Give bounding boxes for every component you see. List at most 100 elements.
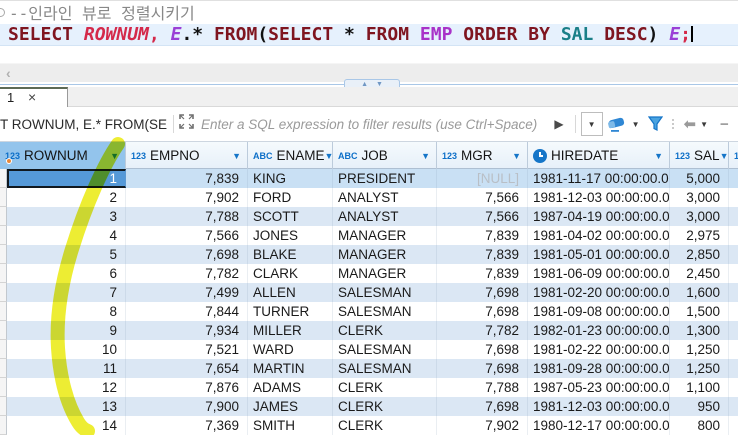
column-menu-chevron-icon[interactable]: ▼ xyxy=(512,150,521,161)
table-cell[interactable]: 2,450 xyxy=(670,264,729,283)
table-cell[interactable]: CLERK xyxy=(333,321,437,340)
row-header-strip[interactable] xyxy=(0,416,7,435)
table-cell[interactable]: 1987-05-23 00:00:00.000 xyxy=(528,378,670,397)
table-cell[interactable]: 13 xyxy=(7,397,126,416)
column-menu-chevron-icon[interactable]: ▼ xyxy=(421,150,430,161)
table-cell[interactable]: 1981-11-17 00:00:00.000 xyxy=(528,169,670,188)
column-header-sal[interactable]: 123 SAL ▼ xyxy=(670,142,729,169)
filter-funnel-icon[interactable] xyxy=(647,116,663,132)
table-cell[interactable]: 11 xyxy=(7,359,126,378)
sql-editor[interactable]: --인라인 뷰로 정렬시키기 SELECT ROWNUM, E.* FROM(S… xyxy=(0,1,738,63)
table-cell[interactable]: 7,788 xyxy=(437,378,528,397)
table-cell[interactable]: 5,000 xyxy=(670,169,729,188)
table-cell[interactable]: MANAGER xyxy=(333,264,437,283)
table-row[interactable]: 1 7,839 KING PRESIDENT [NULL] 1981-11-17 00:0… xyxy=(0,169,738,188)
table-cell[interactable]: 7,698 xyxy=(126,245,248,264)
column-header-rownum[interactable]: 123 ROWNUM ▼ xyxy=(0,142,126,169)
table-cell[interactable]: MANAGER xyxy=(333,226,437,245)
row-header-strip[interactable] xyxy=(0,397,7,416)
table-cell[interactable]: MILLER xyxy=(248,321,333,340)
row-header-strip[interactable] xyxy=(0,226,7,245)
column-header-partial[interactable]: 123 xyxy=(729,142,738,169)
row-header-strip[interactable] xyxy=(0,283,7,302)
table-row[interactable]: 7 7,499 ALLEN SALESMAN 7,698 1981-02-20 00:00… xyxy=(0,283,738,302)
table-cell[interactable]: 3,000 xyxy=(670,207,729,226)
table-cell[interactable]: [NULL] xyxy=(437,169,528,188)
table-cell[interactable]: 7,839 xyxy=(437,245,528,264)
table-cell[interactable]: 7,782 xyxy=(437,321,528,340)
table-cell[interactable]: 12 xyxy=(7,378,126,397)
table-cell[interactable]: ANALYST xyxy=(333,207,437,226)
table-cell[interactable]: 7,902 xyxy=(437,416,528,435)
column-menu-chevron-icon[interactable]: ▼ xyxy=(654,150,663,161)
table-cell[interactable]: 8 xyxy=(7,302,126,321)
table-cell[interactable]: 7,788 xyxy=(126,207,248,226)
table-cell[interactable]: SMITH xyxy=(248,416,333,435)
table-cell[interactable]: 1981-02-22 00:00:00.000 xyxy=(528,340,670,359)
table-cell[interactable]: 1,250 xyxy=(670,359,729,378)
table-cell[interactable]: 1,100 xyxy=(670,378,729,397)
table-cell[interactable]: 2 xyxy=(7,188,126,207)
column-menu-chevron-icon[interactable]: ▼ xyxy=(324,150,333,161)
table-row[interactable]: 5 7,698 BLAKE MANAGER 7,839 1981-05-01 00:00:… xyxy=(0,245,738,264)
table-cell[interactable]: 2,850 xyxy=(670,245,729,264)
filter-history-dropdown[interactable]: ▼ xyxy=(580,112,603,136)
chevron-down-icon[interactable]: ▼ xyxy=(700,119,708,129)
eraser-clear-filter-icon[interactable] xyxy=(607,116,626,133)
table-cell[interactable]: 7,698 xyxy=(437,397,528,416)
partial-toolbar-icon[interactable]: − xyxy=(720,115,729,133)
table-cell[interactable]: WARD xyxy=(248,340,333,359)
apply-filter-icon[interactable]: ▶ xyxy=(554,117,564,131)
column-header-hiredate[interactable]: HIREDATE ▼ xyxy=(528,142,670,169)
chevron-down-icon[interactable]: ▼ xyxy=(631,119,640,129)
column-menu-chevron-icon[interactable]: ▼ xyxy=(110,150,119,161)
table-cell[interactable]: BLAKE xyxy=(248,245,333,264)
table-cell[interactable]: 7,566 xyxy=(126,226,248,245)
table-row[interactable]: 2 7,902 FORD ANALYST 7,566 1981-12-03 00:00:0… xyxy=(0,188,738,207)
table-cell[interactable]: 7,902 xyxy=(126,188,248,207)
table-cell[interactable]: 7,698 xyxy=(437,359,528,378)
table-row[interactable]: 10 7,521 WARD SALESMAN 7,698 1981-02-22 00:00… xyxy=(0,340,738,359)
table-cell[interactable]: CLERK xyxy=(333,378,437,397)
table-cell[interactable]: 1980-12-17 00:00:00.000 xyxy=(528,416,670,435)
table-cell[interactable]: 1981-09-28 00:00:00.000 xyxy=(528,359,670,378)
table-cell[interactable]: SALESMAN xyxy=(333,340,437,359)
column-header-ename[interactable]: ABC ENAME ▼ xyxy=(248,142,333,169)
column-menu-chevron-icon[interactable]: ▼ xyxy=(719,150,729,161)
table-cell[interactable]: 7,839 xyxy=(437,264,528,283)
table-cell[interactable]: 7,782 xyxy=(126,264,248,283)
table-cell[interactable]: CLARK xyxy=(248,264,333,283)
table-cell[interactable]: 1981-12-03 00:00:00.000 xyxy=(528,397,670,416)
table-cell[interactable]: 7,844 xyxy=(126,302,248,321)
table-cell[interactable]: 7,876 xyxy=(126,378,248,397)
table-cell[interactable]: 7,566 xyxy=(437,207,528,226)
table-cell[interactable]: 7,499 xyxy=(126,283,248,302)
table-cell[interactable]: ADAMS xyxy=(248,378,333,397)
table-cell[interactable]: CLERK xyxy=(333,397,437,416)
table-cell[interactable]: 1981-02-20 00:00:00.000 xyxy=(528,283,670,302)
table-cell[interactable]: 3 xyxy=(7,207,126,226)
table-cell[interactable]: PRESIDENT xyxy=(333,169,437,188)
table-row[interactable]: 12 7,876 ADAMS CLERK 7,788 1987-05-23 00:00:0… xyxy=(0,378,738,397)
table-cell[interactable]: 7,369 xyxy=(126,416,248,435)
table-cell[interactable]: TURNER xyxy=(248,302,333,321)
row-header-strip[interactable] xyxy=(0,188,7,207)
table-cell[interactable]: 10 xyxy=(7,340,126,359)
table-cell[interactable]: 2,975 xyxy=(670,226,729,245)
editor-horizontal-scrollbar[interactable]: ‹ xyxy=(0,63,738,82)
table-row[interactable]: 4 7,566 JONES MANAGER 7,839 1981-04-02 00:00:… xyxy=(0,226,738,245)
table-cell[interactable]: 1981-05-01 00:00:00.000 xyxy=(528,245,670,264)
table-cell[interactable]: 7,698 xyxy=(437,302,528,321)
table-row[interactable]: 11 7,654 MARTIN SALESMAN 7,698 1981-09-28 00:… xyxy=(0,359,738,378)
tab-close-icon[interactable]: × xyxy=(28,89,37,105)
table-cell[interactable]: 7,839 xyxy=(437,226,528,245)
table-cell[interactable]: JONES xyxy=(248,226,333,245)
table-cell[interactable]: 3,000 xyxy=(670,188,729,207)
table-cell[interactable]: 1,600 xyxy=(670,283,729,302)
table-cell[interactable]: 14 xyxy=(7,416,126,435)
table-cell[interactable]: 7,698 xyxy=(437,283,528,302)
table-cell[interactable]: ANALYST xyxy=(333,188,437,207)
table-cell[interactable]: 7,900 xyxy=(126,397,248,416)
table-cell[interactable]: 1981-09-08 00:00:00.000 xyxy=(528,302,670,321)
table-cell[interactable]: 9 xyxy=(7,321,126,340)
